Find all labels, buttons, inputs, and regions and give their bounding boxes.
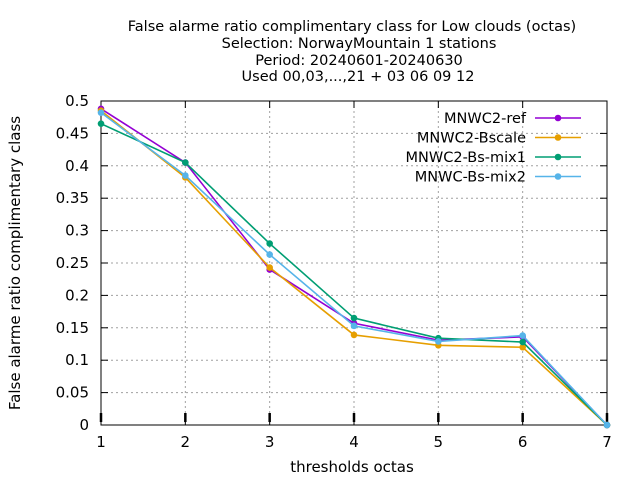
x-tick-label-3: 4 [349, 433, 359, 451]
x-tick-label-1: 2 [181, 433, 191, 451]
series-1-point-2 [266, 264, 273, 271]
axis-ticks: 0 0.05 0.1 0.15 0.2 0.25 0.3 0.35 0.4 0.45 0.5 1 2 3 4… [56, 92, 612, 451]
legend: MNWC2-ref MNWC2-Bscale MNWC2-Bs-mix1 MNWC-B… [406, 111, 581, 186]
series-layer [97, 105, 611, 429]
title-line-4: Used 00,03,...,21 + 03 06 09 12 [242, 69, 475, 85]
chart-title: False alarme ratio complimentary class f… [128, 19, 576, 85]
series-1-point-3 [350, 331, 358, 339]
x-tick-label-5: 6 [518, 433, 528, 451]
legend-label-3: MNWC-Bs-mix2 [415, 170, 526, 186]
legend-marker-0 [554, 114, 562, 122]
series-2-point-5 [519, 338, 526, 346]
series-3-point-0 [97, 109, 105, 116]
series-3-point-2 [266, 251, 273, 258]
y-axis-label: False alarme ratio complimentary class [6, 116, 24, 410]
x-axis-label: thresholds octas [290, 458, 414, 476]
series-2-point-3 [350, 314, 358, 322]
series-2-point-0 [97, 120, 105, 127]
y-tick-label-3: 0.15 [56, 319, 89, 337]
y-tick-label-7: 0.35 [56, 189, 89, 207]
title-line-2: Selection: NorwayMountain 1 stations [222, 36, 497, 52]
y-tick-label-10: 0.5 [65, 92, 89, 110]
grid-lines [101, 101, 607, 425]
legend-label-1: MNWC2-Bscale [417, 131, 526, 147]
legend-entry-2: MNWC2-Bs-mix1 [406, 150, 581, 166]
legend-label-2: MNWC2-Bs-mix1 [406, 150, 526, 166]
x-tick-label-2: 3 [265, 433, 275, 451]
legend-label-0: MNWC2-ref [444, 111, 527, 127]
series-3-point-3 [350, 322, 358, 330]
y-tick-label-4: 0.2 [65, 286, 89, 304]
legend-marker-1 [554, 134, 562, 141]
series-3-point-1 [182, 172, 189, 179]
series-2-point-2 [266, 240, 273, 247]
title-line-1: False alarme ratio complimentary class f… [128, 19, 576, 35]
y-tick-label-1: 0.05 [56, 384, 89, 402]
y-tick-label-8: 0.4 [65, 157, 89, 175]
series-3-point-6 [603, 421, 611, 429]
y-tick-label-6: 0.3 [65, 222, 89, 240]
legend-entry-3: MNWC-Bs-mix2 [415, 170, 581, 186]
legend-entry-0: MNWC2-ref [444, 111, 581, 127]
legend-entry-1: MNWC2-Bscale [417, 131, 581, 147]
y-tick-label-5: 0.25 [56, 254, 89, 272]
y-tick-label-2: 0.1 [65, 351, 89, 369]
legend-marker-3 [554, 173, 562, 180]
x-tick-label-6: 7 [602, 433, 612, 451]
series-3-point-5 [519, 332, 526, 339]
y-tick-label-9: 0.45 [56, 124, 89, 142]
series-3-point-4 [435, 338, 442, 345]
legend-marker-2 [554, 153, 562, 161]
x-tick-label-0: 1 [96, 433, 106, 451]
series-2-point-1 [182, 159, 189, 166]
series-1-point-5 [519, 343, 526, 351]
title-line-3: Period: 20240601-20240630 [255, 53, 463, 69]
y-tick-label-0: 0 [79, 416, 89, 434]
series-3 [97, 109, 611, 429]
x-tick-label-4: 5 [434, 433, 444, 451]
